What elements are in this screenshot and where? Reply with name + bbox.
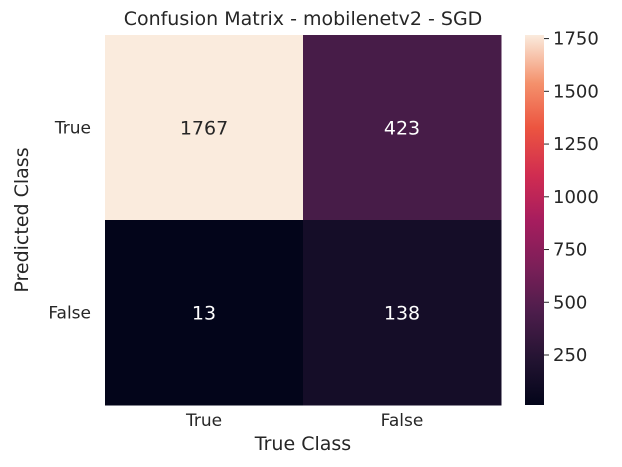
cell-value-label: 423	[384, 118, 420, 140]
colorbar	[525, 35, 544, 405]
x-axis-label: True Class	[254, 433, 351, 455]
cell-value-label: 1767	[180, 118, 228, 140]
colorbar-ticks: 250 500 750 1000 1250 1500 1750	[544, 29, 599, 366]
colorbar-tick-label: 1250	[553, 134, 599, 155]
heatmap-cell	[105, 35, 304, 221]
x-tick-label: True	[185, 411, 222, 431]
heatmap-cells	[105, 35, 502, 406]
chart-title: Confusion Matrix - mobilenetv2 - SGD	[124, 8, 483, 30]
y-axis-ticks: True False	[48, 119, 91, 324]
x-axis-ticks: True False	[185, 411, 423, 431]
y-tick-label: False	[48, 304, 91, 324]
colorbar-tick-label: 750	[553, 240, 587, 261]
colorbar-tick-label: 500	[553, 292, 587, 313]
heatmap-cell	[105, 220, 304, 406]
heatmap-cell	[303, 35, 502, 221]
cell-value-label: 138	[384, 303, 420, 325]
colorbar-tick-label: 1000	[553, 187, 599, 208]
y-tick-label: True	[54, 119, 91, 139]
colorbar-tick-label: 1750	[553, 29, 599, 50]
colorbar-tick-label: 1500	[553, 81, 599, 102]
heatmap-cell-labels: 1767 423 13 138	[180, 118, 420, 325]
y-axis-label: Predicted Class	[11, 147, 33, 292]
cell-value-label: 13	[192, 303, 216, 325]
colorbar-tick-label: 250	[553, 345, 587, 366]
x-tick-label: False	[381, 411, 424, 431]
heatmap-cell	[303, 220, 502, 406]
